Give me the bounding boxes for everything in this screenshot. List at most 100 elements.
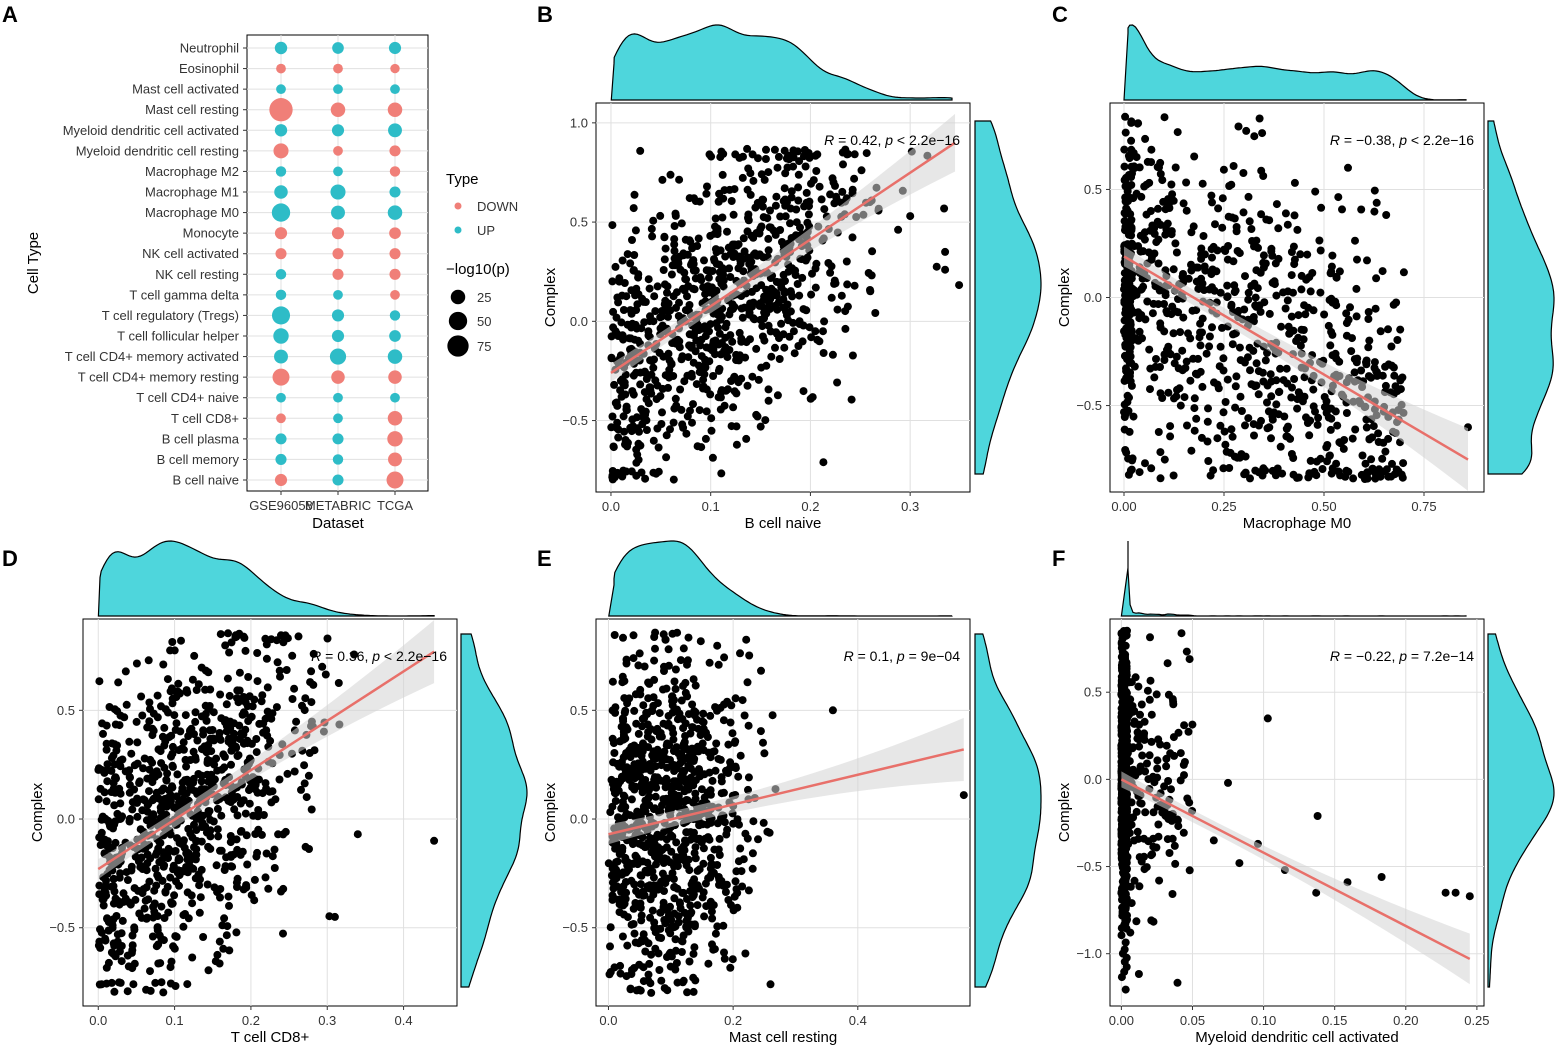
panel-e-point <box>630 785 639 794</box>
panel-e-right-density <box>974 633 1042 988</box>
panel-e-point <box>644 694 653 703</box>
panel-b-point <box>826 190 835 199</box>
panel-d-point <box>135 909 144 918</box>
panel-c-point <box>1317 203 1326 212</box>
panel-b-point <box>653 282 662 291</box>
panel-c-point <box>1364 308 1373 316</box>
panel-c-point <box>1182 178 1191 187</box>
panel-b-point <box>780 184 789 193</box>
dot-monocyte-gse96058 <box>274 227 288 240</box>
panel-e-point <box>622 763 631 772</box>
panel-b-point <box>710 256 719 265</box>
panel-d-point <box>161 705 170 714</box>
panel-d-point <box>250 896 259 905</box>
panel-c-point <box>1365 435 1374 443</box>
panel-d-point <box>128 798 137 807</box>
panel-d-point <box>225 648 234 657</box>
panel-c-point <box>1370 186 1379 195</box>
panel-e-point <box>610 749 619 757</box>
panel-d-point <box>153 924 162 932</box>
panel-e-point <box>654 846 663 855</box>
panel-c-point <box>1290 178 1299 187</box>
panel-b-point <box>637 405 646 414</box>
panel-c-point <box>1127 136 1136 145</box>
panel-c-point <box>1349 474 1358 483</box>
panel-f-stat-part: = <box>1340 648 1356 664</box>
panel-e-point <box>742 635 751 644</box>
panel-d-point <box>232 743 241 752</box>
panel-d-point <box>353 830 362 839</box>
panel-d-point <box>201 685 210 694</box>
panel-e-point <box>686 773 695 782</box>
panel-e-point <box>683 988 692 997</box>
panel-c-point <box>1379 438 1388 447</box>
panel-c-point <box>1312 457 1321 466</box>
panel-c-point <box>1364 343 1373 352</box>
panel-e-point <box>737 867 746 876</box>
panel-b-point <box>744 213 752 222</box>
panel-d-point <box>239 885 248 894</box>
panel-a-ytick-label: Myeloid dendritic cell activated <box>63 123 239 138</box>
panel-b-point <box>720 401 729 410</box>
panel-e-point <box>622 655 631 664</box>
panel-c-point <box>1214 384 1223 393</box>
panel-c-point <box>1120 162 1129 171</box>
panel-d-point <box>174 746 183 755</box>
panel-c-point <box>1264 407 1273 416</box>
dot-t-cell-cd4-memory-resting-metabric <box>331 370 345 384</box>
panel-f-point <box>1125 678 1134 687</box>
panel-d-point <box>258 789 267 798</box>
panel-b-ytick-label: 0.5 <box>570 215 588 230</box>
panel-d-point <box>290 684 299 693</box>
panel-e-point <box>706 873 715 882</box>
panel-d-point <box>143 800 152 809</box>
panel-c-point <box>1237 407 1246 415</box>
panel-b-point <box>649 363 658 372</box>
panel-c-point <box>1258 368 1267 377</box>
panel-c: C0.00 0.25 0.50 0.75−0.50.00.5R = −0.38, p … <box>1052 2 1555 532</box>
dot-t-cell-cd4-memory-resting-tcga <box>388 370 402 384</box>
panel-d-point <box>183 688 192 697</box>
panel-d-point <box>206 815 215 824</box>
panel-b-point <box>848 185 857 194</box>
panel-b-stat-part: 2.2e−16 <box>909 132 960 148</box>
panel-b-point <box>777 319 786 328</box>
panel-c-point <box>1127 145 1136 154</box>
panel-f-point <box>1133 827 1142 836</box>
panel-f-point <box>1441 888 1450 897</box>
panel-b-point <box>680 268 689 277</box>
panel-e-point <box>656 908 665 917</box>
panel-c-point <box>1266 370 1275 379</box>
panel-e-point <box>689 973 698 982</box>
panel-b-point <box>764 234 773 243</box>
panel-c-point <box>1369 422 1378 431</box>
panel-a-ytick-label: Macrophage M2 <box>145 164 239 179</box>
panel-c-point <box>1313 420 1322 429</box>
panel-c-point <box>1370 358 1379 367</box>
panel-e-letter: E <box>537 546 552 571</box>
panel-d-point <box>95 980 104 989</box>
panel-c-point <box>1290 375 1299 383</box>
panel-e-point <box>677 948 686 956</box>
dot-macrophage-m0-gse96058 <box>271 203 291 222</box>
panel-d-point <box>128 946 137 955</box>
panel-d-point <box>150 899 159 908</box>
panel-b-point <box>758 322 767 331</box>
dot-mast-cell-resting-gse96058 <box>269 98 293 122</box>
panel-c-point <box>1279 376 1288 385</box>
legend-size-label: 75 <box>477 339 491 354</box>
panel-c-point <box>1130 362 1139 371</box>
panel-b-point <box>793 147 802 156</box>
panel-a-ytick-label: T cell follicular helper <box>117 329 240 344</box>
panel-e-ylabel: Complex <box>542 782 559 842</box>
panel-c-point <box>1339 444 1348 453</box>
panel-b-ylabel: Complex <box>542 267 559 327</box>
panel-c-point <box>1276 442 1285 451</box>
panel-c-point <box>1274 224 1283 233</box>
panel-d-point <box>140 904 149 913</box>
panel-d-point <box>241 809 250 818</box>
panel-c-point <box>1360 475 1369 483</box>
panel-b-point <box>721 323 730 332</box>
panel-f-point <box>1137 700 1146 709</box>
panel-b-point <box>613 329 622 338</box>
